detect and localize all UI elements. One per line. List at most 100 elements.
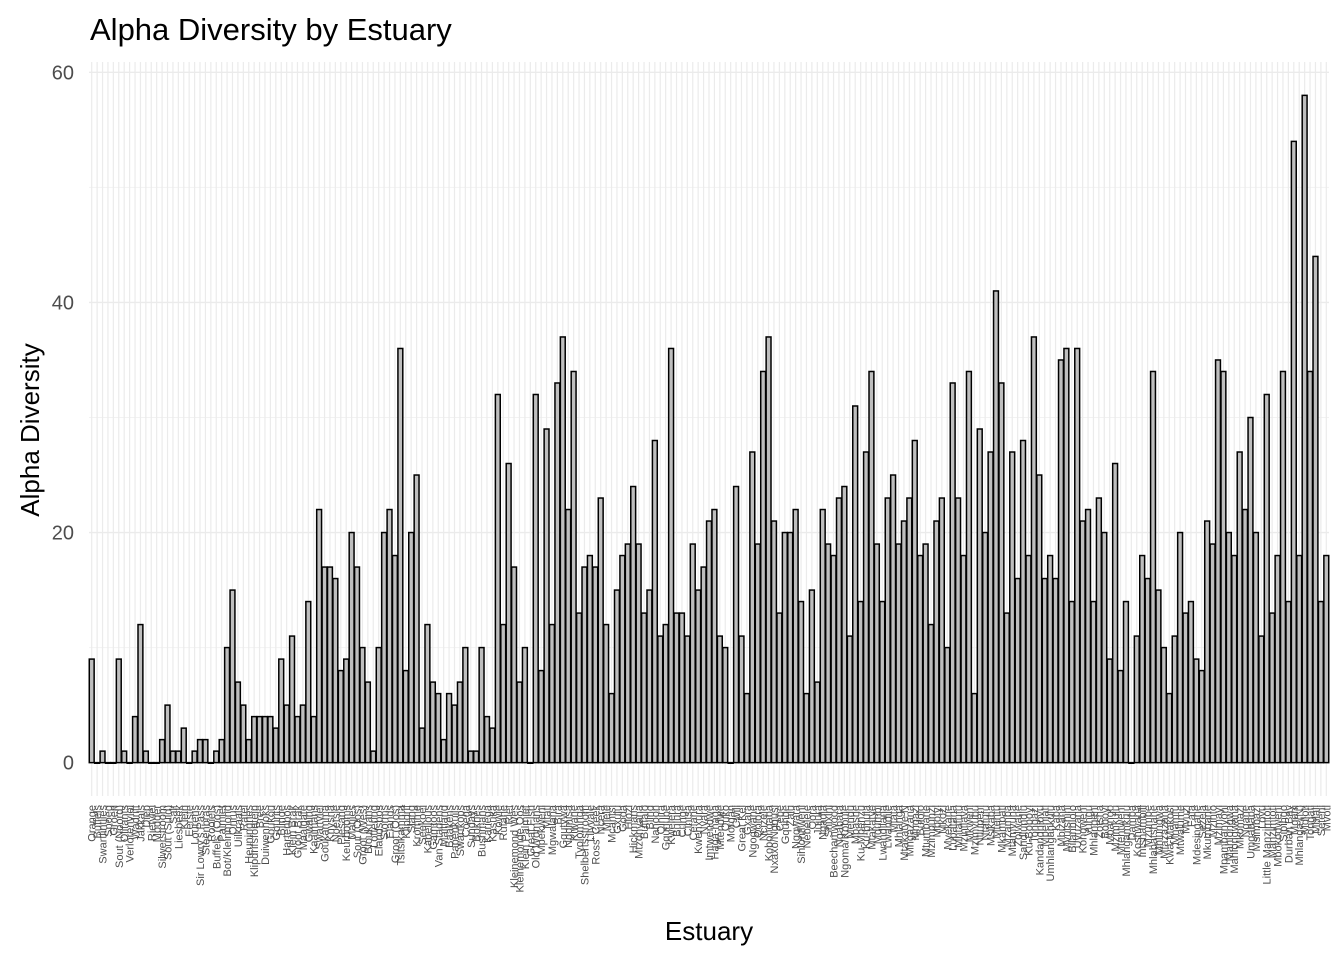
x-tick-label: Mlele — [601, 805, 613, 831]
bar-koshwana — [1133, 635, 1140, 764]
x-tick-label: Groen — [108, 805, 120, 836]
x-tick-label: Gxara — [742, 804, 754, 835]
bar-gxara — [743, 692, 751, 764]
x-tick-label: Umhlangankulu — [1045, 805, 1057, 881]
bar-morgan — [727, 761, 734, 764]
bar-cebe — [776, 612, 783, 764]
bar-tyolomnqa — [575, 612, 583, 764]
x-tick-label: Manzimtoti — [1267, 805, 1279, 858]
bar-knysna — [326, 566, 334, 764]
x-tick-label: Lovu — [1256, 805, 1268, 829]
bar-msikaba — [987, 451, 994, 764]
x-tick-label: Mahlongwa — [1224, 804, 1236, 861]
bar-kongweni — [1079, 520, 1086, 764]
x-tick-label: Groot (Wes) — [357, 805, 369, 865]
x-tick-label: Klipdrif — [401, 804, 413, 839]
bar-bre- — [256, 715, 263, 764]
x-tick-label: Boboyi — [1099, 805, 1111, 839]
bar-mzamba — [1003, 612, 1011, 764]
bar-goukou — [267, 715, 274, 764]
bar-ku-bhula — [862, 451, 870, 764]
bar-mnamfu — [1171, 635, 1178, 764]
bar-ntafufu — [981, 531, 989, 764]
x-tick-label: Bloukrans — [363, 805, 375, 854]
bar-jujura — [814, 681, 821, 764]
bar-mtzonyana — [635, 543, 642, 764]
bar-salt — [169, 750, 177, 764]
x-tick-label: Mtakatye N — [899, 805, 911, 861]
x-tick-label: Gqunqe — [780, 805, 792, 844]
x-tick-label: Mtzonyana — [634, 804, 646, 859]
bar-mtwalume — [1176, 531, 1184, 764]
bar-coega — [462, 646, 469, 764]
bar-hlozi — [624, 543, 631, 764]
bar-umhlangankulu — [1046, 554, 1054, 764]
x-tick-label: Papenkuils — [450, 805, 462, 859]
bar-elandsbos — [375, 646, 382, 764]
x-tick-label: Intshambili — [1137, 805, 1149, 858]
x-tick-label: Klein — [179, 805, 191, 829]
bar-mhlangeni — [1090, 600, 1097, 764]
x-tick-label: Koshwana — [1132, 804, 1144, 856]
bar-maalgate — [299, 704, 307, 764]
bar-lottering — [370, 750, 377, 764]
x-tick-label: Sipingo — [1278, 805, 1290, 842]
x-tick-label: Rooiels — [206, 805, 218, 842]
x-tick-label: Great Fish — [525, 805, 537, 856]
bar-ntlupeni — [976, 428, 983, 764]
x-tick-label: Hartenbos — [282, 805, 294, 856]
x-tick-label: Cwili — [731, 805, 743, 828]
y-tick-label: 0 — [63, 753, 74, 775]
x-tick-label: Mcantsi — [607, 805, 619, 843]
x-tick-label: Nqabara — [834, 804, 846, 847]
bar-myekane — [944, 646, 951, 764]
x-tick-label: Olifants — [119, 805, 131, 843]
bar-swartkops — [456, 681, 464, 764]
x-tick-label: Nyara — [699, 804, 711, 834]
bar-kowie — [494, 393, 502, 764]
x-tick-label: Mbotyi — [931, 805, 943, 837]
x-tick-label: Mvuzi — [1181, 805, 1193, 834]
x-tick-label: Cebe — [774, 805, 786, 831]
x-tick-label: Lilyvale — [585, 805, 597, 842]
bar-mbashe — [852, 405, 859, 764]
x-tick-label: Mhlanga — [894, 804, 906, 847]
bar-ngadla — [819, 508, 826, 764]
x-tick-label: Modder — [152, 805, 164, 843]
x-tick-label: Mtakatye — [866, 805, 878, 850]
bar-cintsa — [684, 635, 691, 764]
bar-mhlanga-n- — [1296, 554, 1303, 764]
x-tick-label: Beechamwood — [829, 805, 841, 878]
x-tick-label: Breë — [255, 805, 267, 828]
bar-kabeljous — [424, 623, 431, 764]
x-tick-label: Sir Lowry's Pass — [195, 805, 207, 886]
x-tick-label: Sundays — [466, 805, 478, 848]
bar-old-womans — [532, 393, 539, 764]
bar-olifants — [121, 750, 128, 764]
x-tick-label: Qolora — [753, 804, 765, 838]
bar-lupatana — [949, 382, 956, 764]
bar-zolwane — [1014, 577, 1021, 764]
x-tick-label: Klipdrifsfontein — [249, 805, 261, 877]
bar-keurbooms — [343, 658, 350, 764]
x-tick-label: Shixini — [823, 805, 835, 837]
bar-jakkals — [137, 623, 144, 764]
bar-mntafufu — [954, 497, 962, 764]
bar-manzimtoti — [1268, 612, 1276, 764]
x-tick-label: Bira — [552, 804, 564, 824]
bar-baakens — [445, 692, 453, 764]
x-tick-label: Tyolomnqa — [574, 804, 586, 859]
x-tick-label: Mkweni — [964, 805, 976, 842]
x-tick-label: Mbashe — [850, 805, 862, 844]
x-tick-label: Lwandile — [883, 805, 895, 848]
x-tick-label: Mhlungwa — [1153, 804, 1165, 855]
bar-blinde — [278, 658, 285, 764]
bar-lovu — [1258, 635, 1265, 764]
bar-mahlongwa — [1225, 531, 1233, 764]
bar-beechamwood — [830, 554, 837, 764]
bar-uvuzana — [1074, 347, 1081, 764]
bar-boknes — [472, 750, 480, 764]
x-tick-label: Mtamvuna — [1007, 804, 1019, 856]
bar-mbotyi — [933, 520, 940, 764]
